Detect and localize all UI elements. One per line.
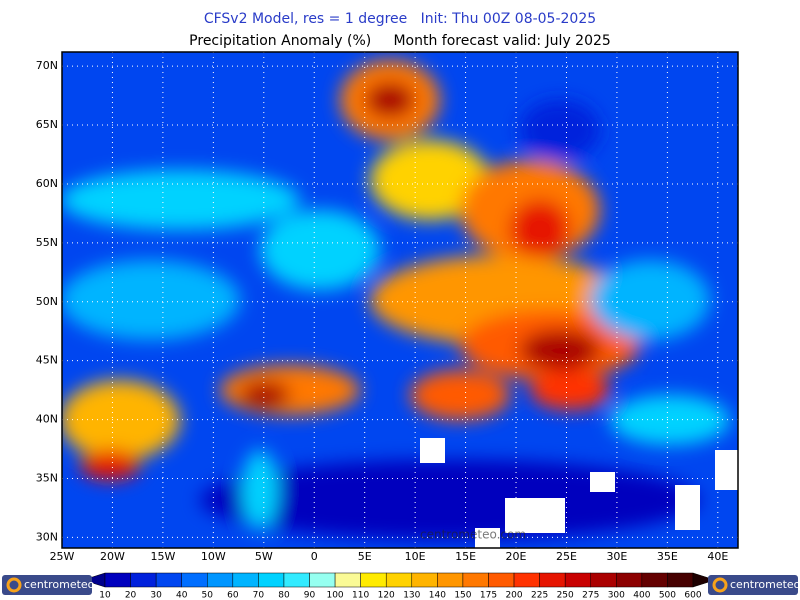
colorbar-swatch (360, 572, 387, 588)
colorbar-label: 80 (278, 591, 290, 600)
colorbar-label: 600 (684, 591, 701, 600)
logo-text: centrometeo (730, 578, 800, 591)
colorbar-swatch (130, 572, 157, 588)
lon-label: 10E (405, 550, 426, 563)
colorbar-label: 175 (480, 591, 497, 600)
lon-label: 20W (100, 550, 125, 563)
colorbar-swatch (258, 572, 285, 588)
lat-label: 35N (36, 471, 58, 484)
colorbar-swatch (488, 572, 515, 588)
colorbar-label: 110 (352, 591, 369, 600)
colorbar-label: 250 (557, 591, 574, 600)
lon-label: 40E (707, 550, 728, 563)
colorbar-swatch (309, 572, 336, 588)
colorbar-label: 20 (125, 591, 137, 600)
logo-text: centrometeo (24, 578, 95, 591)
logo-left: centrometeo (2, 575, 95, 595)
colorbar-end (692, 572, 716, 588)
colorbar: 10 20 30 40 50 60 70 80 90 100 110 120 130 140 150 175 2… (82, 572, 716, 600)
colorbar-label: 120 (378, 591, 395, 600)
lon-label: 5W (255, 550, 273, 563)
colorbar-label: 200 (505, 591, 522, 600)
colorbar-label: 10 (99, 591, 111, 600)
lon-label: 25W (50, 550, 75, 563)
colorbar-label: 90 (304, 591, 316, 600)
colorbar-label: 500 (659, 591, 676, 600)
colorbar-swatch (616, 572, 643, 588)
colorbar-swatch (539, 572, 566, 588)
colorbar-swatch (411, 572, 438, 588)
lon-label: 30E (606, 550, 627, 563)
lon-label: 35E (657, 550, 678, 563)
colorbar-swatch (283, 572, 310, 588)
map-frame (61, 51, 739, 549)
lat-label: 55N (36, 236, 58, 249)
colorbar-label: 300 (608, 591, 625, 600)
graticule: 25W 20W 15W 10W 5W 0 5E 10E 15E 20E 25E 30E 35E 40E 70… (36, 52, 738, 563)
lat-label: 30N (36, 530, 58, 543)
lon-label: 15W (150, 550, 175, 563)
lat-label: 60N (36, 177, 58, 190)
lat-label: 70N (36, 59, 58, 72)
lon-label: 10W (201, 550, 226, 563)
colorbar-swatch (181, 572, 208, 588)
colorbar-label: 70 (253, 591, 265, 600)
lat-label: 65N (36, 118, 58, 131)
lat-label: 40N (36, 413, 58, 426)
colorbar-label: 150 (454, 591, 471, 600)
lon-label: 15E (455, 550, 476, 563)
colorbar-label: 130 (403, 591, 420, 600)
colorbar-label: 400 (633, 591, 650, 600)
colorbar-swatch (104, 572, 131, 588)
colorbar-label: 60 (227, 591, 239, 600)
lon-label: 5E (358, 550, 372, 563)
colorbar-swatch (232, 572, 259, 588)
colorbar-label: 275 (582, 591, 599, 600)
lat-label: 45N (36, 354, 58, 367)
colorbar-swatch (590, 572, 617, 588)
colorbar-swatch (462, 572, 489, 588)
colorbar-label: 40 (176, 591, 188, 600)
colorbar-swatch (641, 572, 668, 588)
colorbar-swatch (155, 572, 182, 588)
lon-label: 0 (311, 550, 318, 563)
colorbar-swatch (207, 572, 234, 588)
title: CFSv2 Model, res = 1 degree Init: Thu 00… (204, 11, 596, 27)
lat-label: 50N (36, 295, 58, 308)
precip-field (62, 52, 738, 548)
colorbar-swatch (667, 572, 694, 588)
colorbar-swatch (564, 572, 591, 588)
lon-label: 25E (556, 550, 577, 563)
subtitle: Precipitation Anomaly (%) Month forecast… (189, 33, 611, 49)
lon-label: 20E (506, 550, 527, 563)
watermark: centrometeo.com (420, 528, 526, 542)
logo-right: centrometeo (708, 575, 800, 595)
colorbar-label: 100 (326, 591, 343, 600)
colorbar-label: 30 (150, 591, 162, 600)
colorbar-swatch (513, 572, 540, 588)
colorbar-label: 225 (531, 591, 548, 600)
colorbar-label: 140 (429, 591, 446, 600)
colorbar-label: 50 (202, 591, 214, 600)
colorbar-swatch (334, 572, 361, 588)
colorbar-swatch (437, 572, 464, 588)
colorbar-swatch (385, 572, 413, 588)
